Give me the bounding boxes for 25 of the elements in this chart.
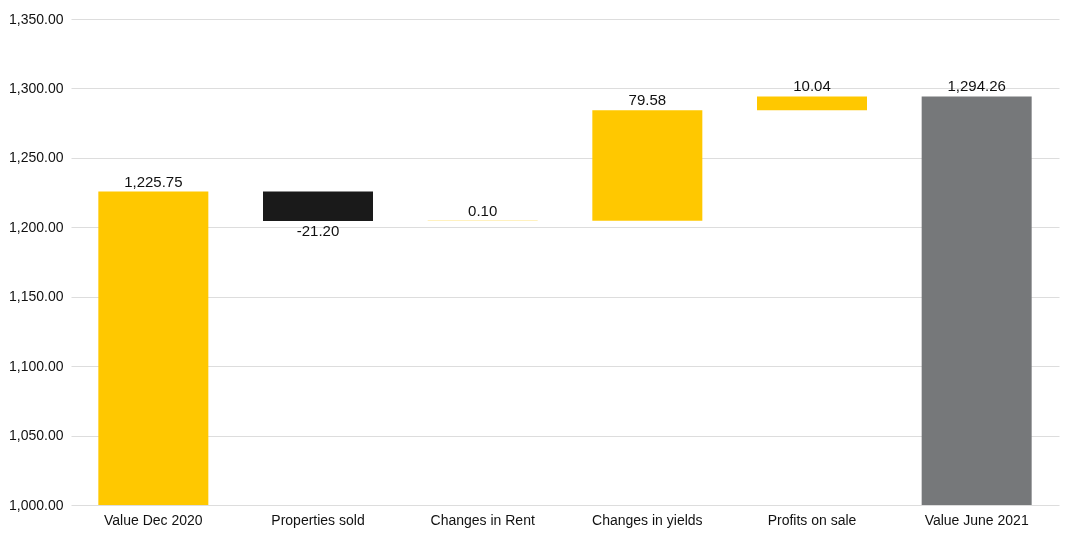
- data-label: 10.04: [793, 77, 831, 95]
- bar: [921, 96, 1032, 505]
- data-label: -21.20: [296, 221, 340, 239]
- data-label: 0.10: [468, 201, 498, 219]
- y-tick-label: 1,000.00: [9, 496, 64, 513]
- y-tick-label: 1,300.00: [9, 79, 64, 96]
- y-tick-label: 1,100.00: [9, 357, 64, 374]
- data-label: 1,225.75: [124, 172, 183, 190]
- x-tick-label: Value June 2021: [924, 511, 1029, 528]
- x-tick-label: Value Dec 2020: [104, 511, 203, 528]
- bar: [98, 191, 209, 505]
- bar: [263, 191, 373, 221]
- y-tick-label: 1,200.00: [9, 218, 64, 235]
- y-tick-label: 1,350.00: [9, 10, 64, 27]
- x-tick-label: Changes in Rent: [430, 511, 535, 528]
- y-tick-label: 1,050.00: [9, 427, 64, 444]
- y-tick-label: 1,250.00: [9, 149, 64, 166]
- x-tick-label: Properties sold: [271, 511, 365, 528]
- x-tick-label: Profits on sale: [767, 511, 857, 528]
- bar: [757, 96, 867, 111]
- bar: [592, 110, 703, 221]
- data-label: 79.58: [628, 91, 667, 109]
- data-label: 1,294.26: [947, 77, 1006, 95]
- y-tick-label: 1,150.00: [9, 288, 64, 305]
- x-tick-label: Changes in yields: [592, 511, 703, 528]
